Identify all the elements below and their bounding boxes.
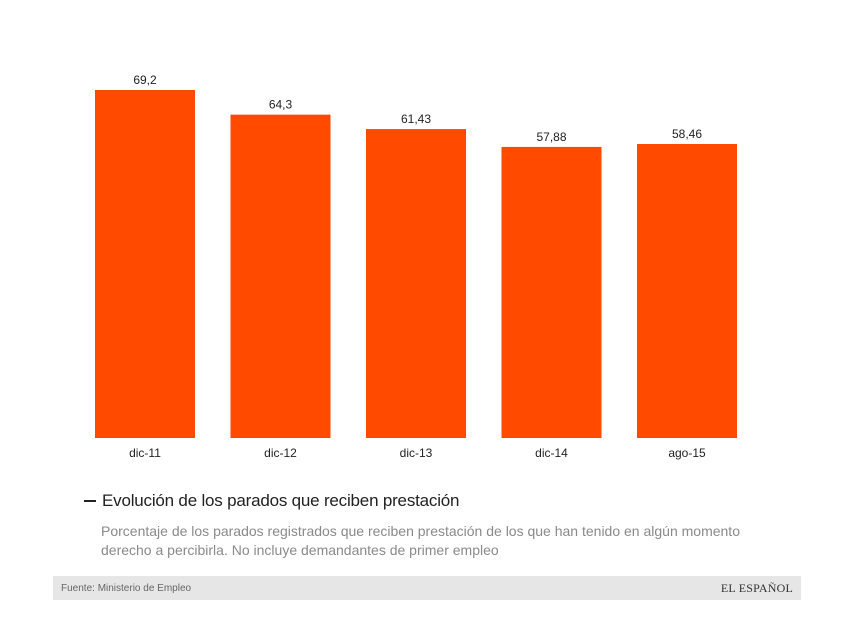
chart-title: Evolución de los parados que reciben pre… <box>102 491 460 510</box>
title-dash <box>84 500 96 502</box>
bar-dic-12 <box>230 114 331 439</box>
x-tick-label-dic-11: dic-11 <box>129 446 161 460</box>
value-label-dic-11: 69,2 <box>133 73 157 87</box>
chart-subtitle: Porcentaje de los parados registrados qu… <box>101 523 740 558</box>
footer-bar: Fuente: Ministerio de Empleo EL ESPAÑOL <box>53 576 801 600</box>
brand-logo: EL ESPAÑOL <box>720 580 793 595</box>
bar-dic-11 <box>95 90 195 438</box>
x-tick-label-dic-12: dic-12 <box>264 446 297 460</box>
x-tick-label-ago-15: ago-15 <box>668 446 706 460</box>
bar-dic-14 <box>501 146 602 438</box>
value-label-ago-15: 58,46 <box>672 127 702 141</box>
chart-title-block: Evolución de los parados que reciben pre… <box>84 491 784 560</box>
x-tick-label-dic-14: dic-14 <box>535 446 568 460</box>
bar-ago-15 <box>637 144 737 438</box>
x-tick-label-dic-13: dic-13 <box>400 446 433 460</box>
bar-dic-13 <box>366 129 466 438</box>
bar-chart: 69,2 dic-11 64,3 dic-12 61,43 dic-13 57,88 dic-… <box>95 73 737 460</box>
source-note: Fuente: Ministerio de Empleo <box>61 582 192 594</box>
value-label-dic-14: 57,88 <box>536 130 566 144</box>
value-label-dic-12: 64,3 <box>269 98 293 112</box>
value-label-dic-13: 61,43 <box>401 112 431 126</box>
